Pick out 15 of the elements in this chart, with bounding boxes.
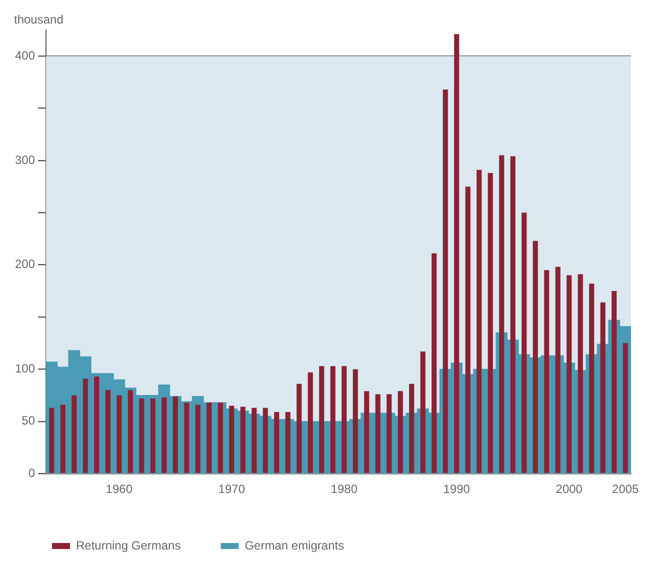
x-tick-label: 2005: [612, 482, 640, 496]
y-tick-label: 400: [14, 48, 36, 62]
y-tick-label: 0: [28, 466, 36, 480]
x-tick-label: 1990: [443, 482, 470, 496]
y-axis-title: thousand: [14, 12, 64, 26]
legend-label: Returning Germans: [76, 538, 181, 552]
y-tick-label: 50: [22, 414, 36, 428]
y-tick-label: 200: [14, 257, 36, 272]
legend-label: German emigrants: [244, 538, 344, 552]
x-tick-label: 1970: [218, 482, 246, 496]
y-tick-label: 300: [14, 152, 36, 167]
x-tick-label: 1980: [330, 482, 358, 496]
x-tick-label: 1960: [106, 482, 133, 496]
x-tick-label: 2000: [556, 482, 583, 496]
y-tick-label: 100: [14, 362, 36, 376]
